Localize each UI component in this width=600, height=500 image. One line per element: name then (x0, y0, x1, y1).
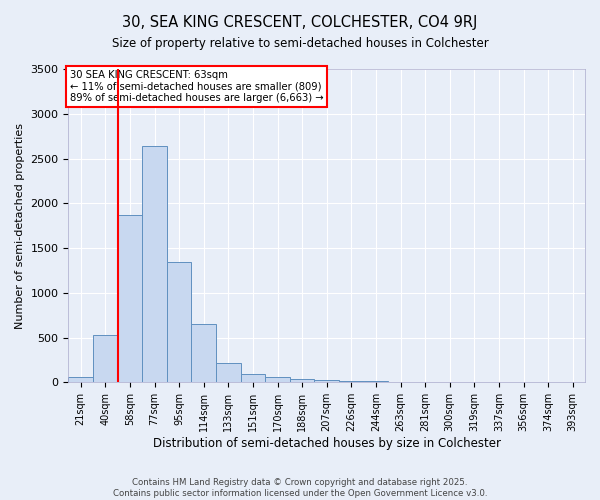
Y-axis label: Number of semi-detached properties: Number of semi-detached properties (15, 122, 25, 328)
Bar (290, 379, 314, 382)
Text: Contains HM Land Registry data © Crown copyright and database right 2025.
Contai: Contains HM Land Registry data © Crown c… (113, 478, 487, 498)
Bar (241, 374, 265, 382)
Bar (118, 215, 142, 382)
Bar (265, 378, 290, 382)
Text: 30, SEA KING CRESCENT, COLCHESTER, CO4 9RJ: 30, SEA KING CRESCENT, COLCHESTER, CO4 9… (122, 15, 478, 30)
Bar (167, 262, 191, 382)
Text: 30 SEA KING CRESCENT: 63sqm
← 11% of semi-detached houses are smaller (809)
89% : 30 SEA KING CRESCENT: 63sqm ← 11% of sem… (70, 70, 323, 103)
Text: Size of property relative to semi-detached houses in Colchester: Size of property relative to semi-detach… (112, 38, 488, 51)
Bar (93, 335, 118, 382)
X-axis label: Distribution of semi-detached houses by size in Colchester: Distribution of semi-detached houses by … (153, 437, 501, 450)
Bar (191, 324, 216, 382)
Bar (142, 146, 167, 382)
Bar (68, 377, 93, 382)
Bar (216, 363, 241, 382)
Bar (314, 380, 339, 382)
Bar (339, 381, 364, 382)
